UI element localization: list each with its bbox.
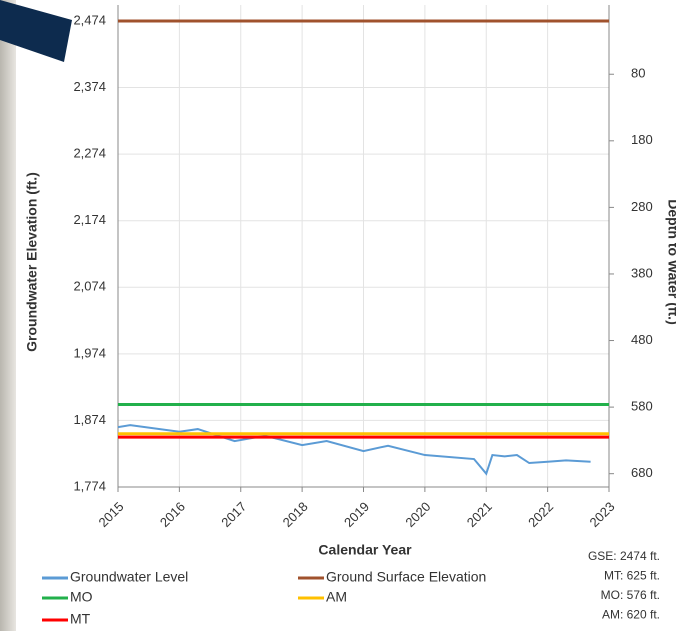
y2-tick-label: 280 [631,199,653,214]
y-tick-label: 1,874 [73,412,106,427]
y2-tick-label: 480 [631,332,653,347]
y-tick-label: 1,774 [73,478,106,493]
note: AM: 620 ft. [602,608,660,622]
y-tick-label: 1,974 [73,345,106,360]
legend-label: Ground Surface Elevation [326,569,486,585]
plot-area [117,5,614,492]
x-tick-label: 2023 [586,499,617,530]
legend-label: MO [70,589,93,605]
legend-label: Groundwater Level [70,569,188,585]
legend-label: AM [326,589,347,605]
x-tick-label: 2018 [280,499,311,530]
x-tick-label: 2020 [402,499,433,530]
y2-tick-label: 580 [631,399,653,414]
note: GSE: 2474 ft. [588,549,660,563]
x-tick-label: 2019 [341,499,372,530]
y2-tick-label: 680 [631,465,653,480]
y2-axis-title: Depth to Water (ft.) [665,199,676,324]
x-tick-label: 2016 [157,499,188,530]
note: MT: 625 ft. [604,569,660,583]
note: MO: 576 ft. [601,588,660,602]
y-tick-label: 2,274 [73,146,106,161]
x-tick-label: 2017 [218,499,249,530]
y2-tick-label: 180 [631,132,653,147]
legend-label: MT [70,611,91,627]
x-tick-label: 2015 [95,499,126,530]
y-tick-label: 2,474 [73,12,106,27]
y2-tick-label: 380 [631,265,653,280]
y2-tick-label: 80 [631,66,645,81]
banner-shape [0,0,72,62]
x-tick-label: 2022 [525,499,556,530]
y-tick-label: 2,174 [73,212,106,227]
y-tick-label: 2,374 [73,79,106,94]
legend: Groundwater Level Ground Surface Elevatio… [42,569,486,627]
series-line [117,424,591,476]
y-tick-label: 2,074 [73,279,106,294]
x-axis-title: Calendar Year [318,542,412,558]
notes: GSE: 2474 ft. MT: 625 ft. MO: 576 ft. AM: 6… [588,549,660,622]
background-strip [0,0,16,631]
y-axis-title: Groundwater Elevation (ft.) [24,172,40,352]
x-tick-label: 2021 [464,499,495,530]
